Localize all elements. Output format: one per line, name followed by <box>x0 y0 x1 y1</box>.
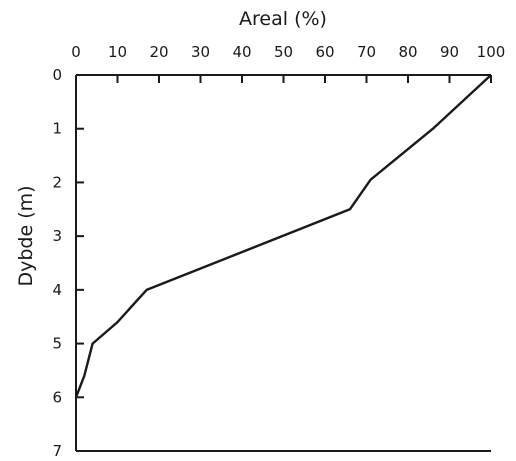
x-tick-label: 0 <box>71 43 81 61</box>
x-tick-label: 30 <box>191 43 210 61</box>
x-tick-label: 90 <box>440 43 459 61</box>
x-tick-label: 70 <box>357 43 376 61</box>
y-tick-label: 2 <box>52 173 62 191</box>
y-tick-label: 4 <box>52 281 62 299</box>
axis-ticks <box>75 74 492 452</box>
chart-title: Areal (%) <box>239 8 327 30</box>
x-tick-label: 10 <box>108 43 127 61</box>
x-tick-label: 50 <box>274 43 293 61</box>
x-tick-label: 20 <box>149 43 168 61</box>
x-tick-label: 100 <box>477 43 506 61</box>
x-tick-label: 80 <box>398 43 417 61</box>
y-tick-label: 7 <box>52 442 62 460</box>
x-tick-labels: 0 10 20 30 40 50 60 70 80 90 100 <box>71 43 505 61</box>
data-series <box>74 74 492 398</box>
series-line <box>74 74 492 398</box>
y-tick-labels: 0 1 2 3 4 5 6 7 <box>52 66 62 460</box>
y-tick-label: 0 <box>52 66 62 84</box>
x-tick-label: 40 <box>232 43 251 61</box>
y-tick-label: 6 <box>52 388 62 406</box>
y-tick-label: 3 <box>52 227 62 245</box>
y-tick-label: 5 <box>52 335 62 353</box>
y-tick-label: 1 <box>52 120 62 138</box>
y-axis-label: Dybde (m) <box>15 185 37 286</box>
x-tick-label: 60 <box>315 43 334 61</box>
